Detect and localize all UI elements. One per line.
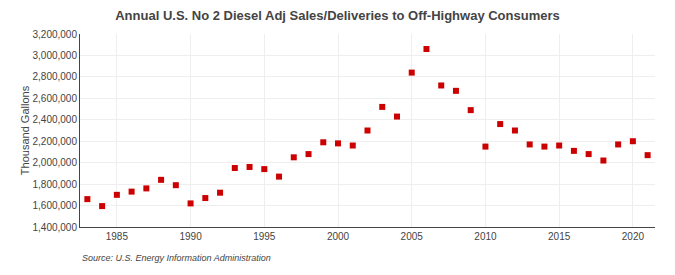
- svg-text:2,600,000: 2,600,000: [33, 93, 78, 104]
- svg-text:Source: U.S. Energy Informatio: Source: U.S. Energy Information Administ…: [82, 253, 271, 263]
- svg-text:2,800,000: 2,800,000: [33, 71, 78, 82]
- svg-text:2010: 2010: [474, 231, 497, 242]
- svg-text:2,000,000: 2,000,000: [33, 157, 78, 168]
- svg-text:1,800,000: 1,800,000: [33, 179, 78, 190]
- svg-text:Thousand Gallons: Thousand Gallons: [19, 85, 31, 175]
- svg-text:2015: 2015: [548, 231, 571, 242]
- svg-text:1990: 1990: [179, 231, 202, 242]
- svg-text:1995: 1995: [253, 231, 276, 242]
- svg-text:1,600,000: 1,600,000: [33, 200, 78, 211]
- svg-text:2,200,000: 2,200,000: [33, 136, 78, 147]
- svg-text:Annual U.S. No 2 Diesel Adj Sa: Annual U.S. No 2 Diesel Adj Sales/Delive…: [115, 8, 560, 23]
- svg-text:1,400,000: 1,400,000: [33, 222, 78, 233]
- svg-text:2,400,000: 2,400,000: [33, 114, 78, 125]
- svg-text:2005: 2005: [401, 231, 424, 242]
- svg-text:3,200,000: 3,200,000: [33, 29, 78, 40]
- svg-text:1985: 1985: [106, 231, 129, 242]
- svg-text:3,000,000: 3,000,000: [33, 50, 78, 61]
- svg-text:2000: 2000: [327, 231, 350, 242]
- svg-text:2020: 2020: [622, 231, 645, 242]
